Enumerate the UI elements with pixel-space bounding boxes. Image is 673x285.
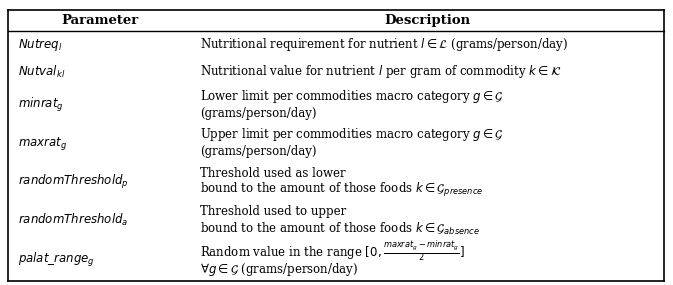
Text: Nutritional requirement for nutrient $l \in \mathcal{L}$ (grams/person/day): Nutritional requirement for nutrient $l … [200,36,568,53]
Text: Lower limit per commodities macro category $g \in \mathcal{G}$: Lower limit per commodities macro catego… [200,87,503,105]
Text: $\forall g \in \mathcal{G}$ (grams/person/day): $\forall g \in \mathcal{G}$ (grams/perso… [200,261,358,278]
Text: Nutritional value for nutrient $l$ per gram of commodity $k \in \mathcal{K}$: Nutritional value for nutrient $l$ per g… [200,63,561,80]
Text: $Nutval_{kl}$: $Nutval_{kl}$ [18,64,65,80]
Text: $randomThreshold_p$: $randomThreshold_p$ [18,173,129,191]
Text: $minrat_g$: $minrat_g$ [18,95,64,113]
Text: $randomThreshold_a$: $randomThreshold_a$ [18,212,129,228]
Text: $Nutreq_l$: $Nutreq_l$ [18,36,63,52]
Text: Threshold used to upper: Threshold used to upper [200,205,346,218]
Text: (grams/person/day): (grams/person/day) [200,107,316,119]
Text: Description: Description [385,14,471,27]
Text: $maxrat_g$: $maxrat_g$ [18,135,67,152]
Text: Random value in the range $[0, \frac{maxrat_g - minrat_g}{2}]$: Random value in the range $[0, \frac{max… [200,239,464,263]
Text: Threshold used as lower: Threshold used as lower [200,167,345,180]
Text: $palat\_range_g$: $palat\_range_g$ [18,251,95,269]
Text: bound to the amount of those foods $k \in \mathcal{G}_{presence}$: bound to the amount of those foods $k \i… [200,181,483,199]
Text: Parameter: Parameter [61,14,139,27]
Text: Upper limit per commodities macro category $g \in \mathcal{G}$: Upper limit per commodities macro catego… [200,126,503,143]
Text: bound to the amount of those foods $k \in \mathcal{G}_{absence}$: bound to the amount of those foods $k \i… [200,221,480,237]
Text: (grams/person/day): (grams/person/day) [200,145,316,158]
